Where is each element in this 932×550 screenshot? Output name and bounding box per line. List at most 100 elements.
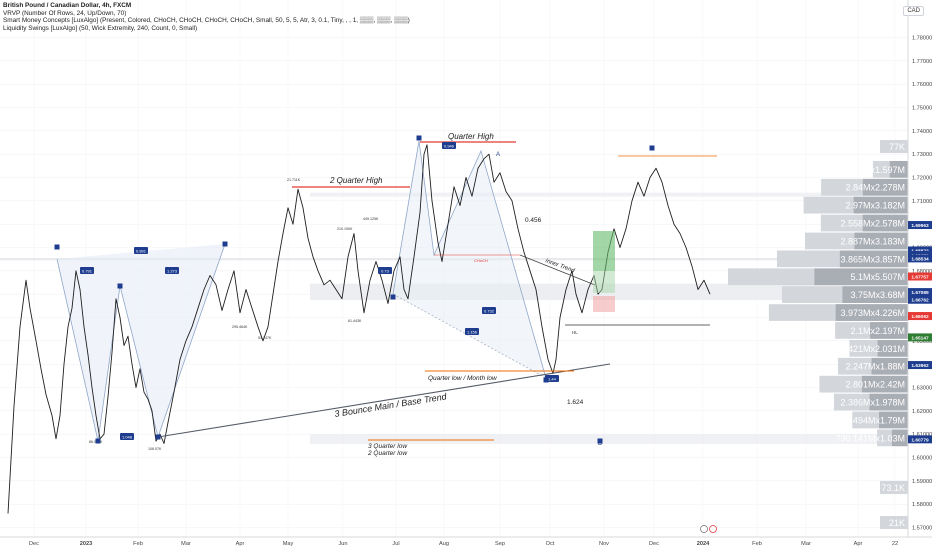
price-tick-label: 1.76000	[912, 82, 932, 88]
legend-indicator-smc[interactable]: Smart Money Concepts [LuxAlgo] (Present,…	[3, 17, 410, 25]
time-tick-label: Dec	[649, 541, 659, 547]
pivot-marker	[54, 244, 60, 250]
price-series	[7, 144, 711, 514]
volume-bar-down	[835, 304, 908, 321]
pivot-marker	[543, 377, 549, 383]
pivot-marker	[95, 438, 101, 444]
volume-bar-extra	[880, 140, 908, 153]
price-tag-label: 1.69963	[911, 223, 929, 229]
pattern-ratio-chip	[465, 328, 479, 335]
pivot-marker	[597, 438, 603, 444]
swing-volume-label: 61.443K	[348, 319, 362, 323]
volume-bar-label: 3.865Mx3.857M	[840, 254, 905, 264]
pivot-marker	[390, 294, 396, 300]
volume-bar-down	[854, 232, 908, 250]
swing-volume-label: 449.125K	[363, 217, 379, 221]
volume-bar-label: 469Mx1.597M	[848, 165, 905, 175]
price-tag-box	[908, 295, 932, 304]
pattern-ratio-label: 0.73	[381, 269, 390, 274]
pattern-ratio-chip	[80, 267, 94, 274]
price-tick-label: 1.59000	[912, 479, 932, 485]
swing-volume-label: 106.07K	[148, 447, 162, 451]
long-position-target	[593, 231, 615, 271]
price-tag-label: 1.66762	[911, 298, 929, 304]
pattern-ratio-label: 1.44	[548, 377, 557, 382]
two-quarter-high-label: 2 Quarter High	[329, 176, 383, 185]
price-tick-label: 1.74000	[912, 129, 932, 135]
price-tag-box	[908, 312, 932, 321]
volume-bar-down	[869, 393, 908, 411]
time-tick-label: Feb	[133, 541, 143, 547]
volume-bar-label: 5.1Mx5.507M	[850, 272, 905, 282]
price-tick-label: 1.58000	[912, 502, 932, 508]
price-tag-box	[908, 221, 932, 230]
price-tag-label: 1.66062	[911, 314, 929, 320]
settings-icon[interactable]	[700, 525, 708, 533]
time-tick-label: 22	[892, 541, 898, 547]
value-0456-label: 0.456	[525, 217, 542, 224]
pivot-marker	[416, 135, 422, 141]
go-to-realtime-controls[interactable]	[700, 525, 717, 533]
hl-label: HL	[572, 330, 578, 335]
time-tick-label: Jun	[338, 541, 347, 547]
alert-icon[interactable]	[709, 525, 717, 533]
volume-bar-extra	[880, 516, 908, 529]
legend-title: British Pound / Canadian Dollar, 4h, FXC…	[3, 2, 132, 9]
choch-label: CHoCH	[474, 258, 488, 263]
time-tick-label: Dec	[29, 541, 39, 547]
time-axis[interactable]: Dec 2023 Feb Mar Apr May Jun Jul Aug Sep Oct Nov Dec…	[29, 541, 898, 547]
volume-bar-down	[879, 411, 908, 429]
volume-bar-down	[814, 268, 908, 286]
volume-bar-down	[853, 196, 908, 214]
swing-volume-label: 51.147K	[258, 336, 272, 340]
pivot-marker	[117, 283, 123, 289]
pivot-marker	[222, 241, 228, 247]
pivot-marker	[649, 145, 655, 151]
price-tick-label: 1.60000	[912, 456, 932, 462]
volume-bar-down	[839, 250, 908, 268]
price-tag-box	[908, 246, 932, 255]
volume-bar-label: 2.1Mx2.197M	[850, 326, 905, 336]
swing-volume-label: 210.190K	[337, 227, 353, 231]
volume-bar-label: 2.887Mx3.183M	[840, 236, 905, 246]
pattern-ratio-label: 1.156	[467, 330, 478, 335]
price-tick-label: 1.78000	[912, 36, 932, 42]
price-tag-box	[908, 435, 932, 444]
volume-bar-label: 3.973Mx4.226M	[840, 308, 905, 318]
price-tag-label: 1.68534	[911, 256, 929, 262]
time-tick-label: Aug	[439, 541, 449, 547]
pattern-ratio-label: 1.048	[122, 435, 133, 440]
harmonic-dash	[392, 293, 547, 379]
volume-bar-down	[871, 357, 908, 375]
time-tick-label: Apr	[854, 541, 863, 547]
volume-bar-extra-label: 21K	[889, 518, 905, 528]
pattern-ratio-chip	[378, 267, 392, 274]
volume-bar-extra	[880, 481, 908, 494]
price-tag-box	[908, 254, 932, 263]
liquidity-band	[310, 192, 908, 197]
price-tick-label: 1.65000	[912, 339, 932, 345]
base-trend-line	[157, 363, 611, 438]
two-quarter-low-label: 2 Quarter low	[367, 450, 408, 457]
pattern-ratio-label: 0.946	[444, 144, 455, 149]
pattern-ratio-chip	[165, 267, 179, 274]
time-tick-label: May	[283, 541, 294, 547]
price-tick-label: 1.57000	[912, 526, 932, 532]
quarter-high-label: Quarter High	[448, 132, 494, 141]
currency-badge[interactable]: CAD	[903, 6, 924, 16]
pattern-ratio-chip	[120, 433, 134, 440]
time-tick-label: Mar	[181, 541, 191, 547]
volume-bar-down	[861, 375, 908, 393]
price-tick-label: 1.75000	[912, 106, 932, 112]
volume-bar-label: 1.421Mx2.031M	[840, 344, 905, 354]
pattern-ratio-chip	[482, 307, 496, 314]
volume-profile: 469Mx1.597M 2.84Mx2.278M 2.97Mx3.182M 2.558…	[728, 140, 908, 529]
pattern-ratio-label: 0.791	[82, 269, 93, 274]
price-tick-label: 1.61000	[912, 432, 932, 438]
long-position-stop	[593, 296, 615, 312]
price-tag-label: 1.60779	[911, 437, 929, 443]
legend-indicator-liquidity[interactable]: Liquidity Swings [LuxAlgo] (50, Wick Ext…	[3, 24, 198, 32]
legend-indicator-vrvp[interactable]: VRVP (Number Of Rows, 24, Up/Down, 70)	[3, 9, 127, 17]
price-tag-label: 1.67757	[911, 275, 929, 281]
